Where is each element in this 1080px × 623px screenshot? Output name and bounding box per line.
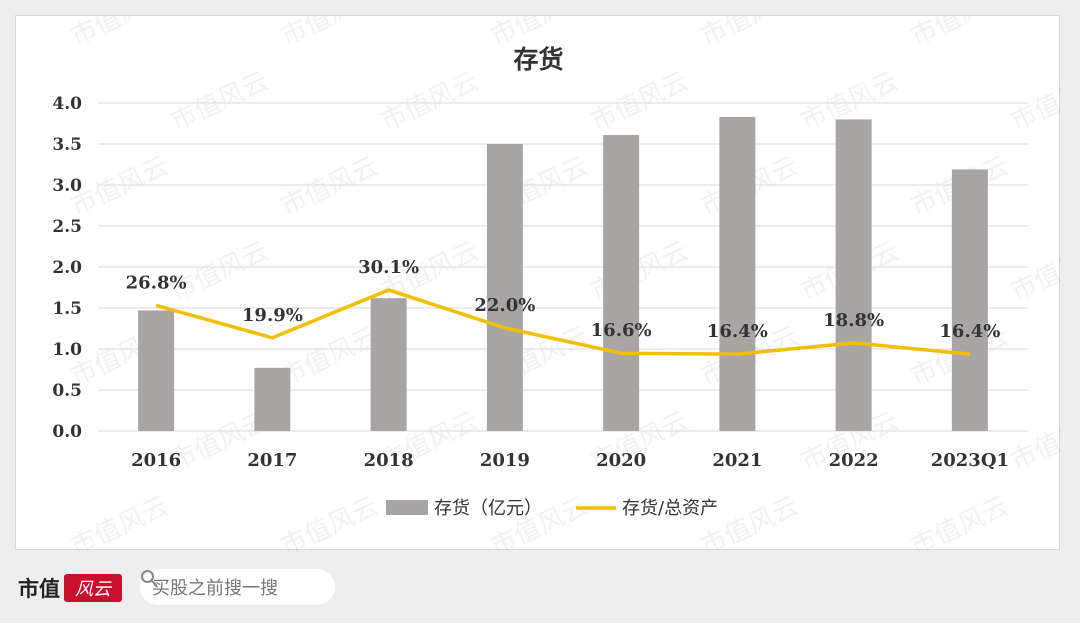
line-series (155, 288, 971, 356)
watermark-text: 市值风云 (906, 16, 1013, 52)
search-icon (141, 570, 157, 586)
watermark-text: 市值风云 (276, 491, 383, 551)
search-placeholder: 买股之前搜一搜 (152, 578, 278, 599)
line-data-label: 16.4% (707, 321, 768, 342)
y-tick-label: 1.0 (52, 340, 82, 360)
footer-bar: 市值 风云 买股之前搜一搜 (0, 560, 1080, 623)
bar (486, 144, 523, 431)
y-tick-label: 1.5 (52, 299, 82, 319)
watermark-text: 市值风云 (376, 66, 483, 137)
brand[interactable]: 市值 风云 (18, 572, 122, 604)
x-tick-label: 2016 (131, 450, 181, 471)
watermark-text: 市值风云 (276, 151, 383, 222)
watermark-text: 市值风云 (66, 151, 173, 222)
bar (719, 116, 756, 431)
watermark-text: 市值风云 (586, 66, 693, 137)
bar (835, 119, 872, 432)
line-data-label: 16.6% (591, 320, 652, 341)
x-tick-label: 2018 (364, 450, 414, 471)
y-tick-label: 3.0 (52, 176, 82, 196)
chart-card: 市值风云 市值风云 市值风云 市值风云 市值风云 市值风云 市值风云 市值风云 市值风云 市值风云… (15, 15, 1061, 551)
y-tick-label: 4.0 (52, 94, 82, 114)
y-tick-label: 0.0 (52, 422, 82, 442)
watermark-text: 市值风云 (66, 491, 173, 551)
watermark-text: 市值风云 (906, 491, 1013, 551)
y-tick-label: 2.0 (52, 258, 82, 278)
x-tick-label: 2022 (829, 450, 879, 471)
x-tick-label: 2017 (247, 450, 297, 471)
x-tick-label: 2020 (596, 450, 646, 471)
line-data-label: 16.4% (939, 321, 1000, 342)
bar (951, 169, 988, 432)
x-tick-label: 2021 (712, 450, 762, 471)
watermark-text: 市值风云 (166, 66, 273, 137)
line-data-label: 26.8% (126, 272, 187, 293)
line-data-label: 18.8% (823, 310, 884, 331)
watermark-text: 市值风云 (1006, 406, 1061, 477)
bar (254, 367, 291, 431)
watermark-text: 市值风云 (586, 236, 693, 307)
watermark-text: 市值风云 (1006, 66, 1061, 137)
brand-logo: 风云 (64, 574, 122, 602)
search-box[interactable]: 买股之前搜一搜 (140, 569, 335, 605)
x-tick-label: 2023Q1 (931, 450, 1009, 471)
bar (603, 134, 640, 431)
bar (370, 298, 407, 431)
chart-title: 存货 (513, 45, 563, 74)
bar (138, 310, 175, 431)
watermark-text: 市值风云 (276, 321, 383, 392)
watermark-text: 市值风云 (1006, 236, 1061, 307)
legend-label-bar: 存货（亿元） (434, 498, 542, 519)
line-data-label: 22.0% (474, 295, 535, 316)
legend-label-line: 存货/总资产 (622, 498, 718, 519)
brand-name: 市值 (18, 577, 60, 601)
line-data-label: 19.9% (242, 305, 303, 326)
legend-swatch-bar (386, 500, 428, 515)
x-tick-label: 2019 (480, 450, 530, 471)
watermark-text: 市值风云 (696, 16, 803, 52)
y-tick-label: 2.5 (52, 217, 82, 237)
y-tick-label: 0.5 (52, 381, 82, 401)
line-data-label: 30.1% (358, 257, 419, 278)
y-tick-label: 3.5 (52, 135, 82, 155)
watermark-text: 市值风云 (276, 16, 383, 52)
watermark-text: 市值风云 (66, 16, 173, 52)
